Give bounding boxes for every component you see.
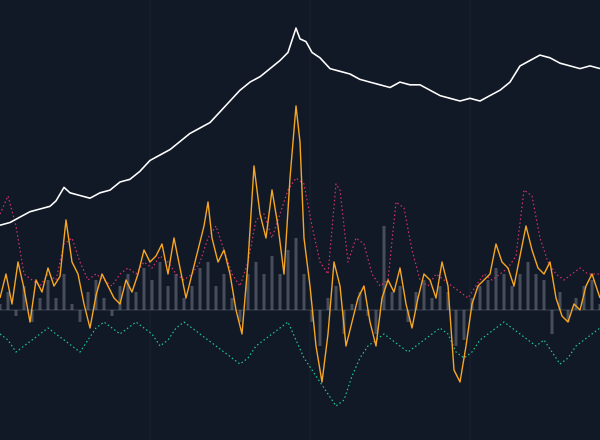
histogram-bar	[302, 274, 306, 310]
histogram-bar	[310, 310, 314, 322]
histogram-bar	[478, 286, 482, 310]
histogram-bar	[486, 280, 490, 310]
histogram-bar	[254, 262, 258, 310]
histogram-bar	[214, 286, 218, 310]
histogram-bar	[190, 286, 194, 310]
histogram-bar	[0, 304, 2, 310]
histogram-bar	[206, 262, 210, 310]
histogram-bar	[566, 310, 570, 322]
price-line	[0, 27, 600, 226]
histogram-bar	[326, 298, 330, 310]
histogram-bar	[54, 298, 58, 310]
histogram-bar	[318, 310, 322, 346]
histogram-bar	[294, 238, 298, 310]
histogram-bar	[86, 292, 90, 310]
histogram-bar	[182, 298, 186, 310]
histogram-bar	[582, 286, 586, 310]
histogram-bar	[6, 292, 10, 310]
histogram-bar	[126, 274, 130, 310]
histogram-bar	[174, 274, 178, 310]
histogram-bar	[246, 274, 250, 310]
histogram-bar	[462, 310, 466, 340]
histogram-bar	[494, 268, 498, 310]
histogram-bar	[158, 262, 162, 310]
histogram-bar	[390, 292, 394, 310]
histogram-bar	[22, 286, 26, 310]
histogram-bar	[430, 298, 434, 310]
histogram-bar	[14, 310, 18, 316]
histogram-bar	[62, 274, 66, 310]
histogram-bar	[438, 286, 442, 310]
histogram-bar	[270, 256, 274, 310]
histogram-bar	[374, 310, 378, 334]
histogram-bar	[102, 298, 106, 310]
histogram-bar	[350, 304, 354, 310]
histogram-bar	[30, 310, 34, 322]
histogram-bar	[398, 286, 402, 310]
histogram-bar	[38, 298, 42, 310]
histogram-bar	[46, 280, 50, 310]
histogram-bar	[222, 274, 226, 310]
histogram-bar	[542, 280, 546, 310]
histogram-bar	[230, 298, 234, 310]
histogram-bar	[550, 310, 554, 334]
histogram-bar	[334, 286, 338, 310]
histogram-bar	[70, 304, 74, 310]
histogram-bar	[286, 250, 290, 310]
histogram-bar	[518, 274, 522, 310]
histogram-bar	[446, 292, 450, 310]
histogram-bar	[134, 292, 138, 310]
histogram-bar	[150, 280, 154, 310]
histogram-bar	[358, 292, 362, 310]
histogram-bar	[502, 274, 506, 310]
histogram-bar	[590, 280, 594, 310]
histogram-bar	[454, 310, 458, 346]
histogram-bar	[110, 310, 114, 316]
histogram-bar	[166, 286, 170, 310]
histogram-bar	[78, 310, 82, 322]
histogram-bar	[534, 274, 538, 310]
histogram-bar	[278, 274, 282, 310]
histogram-bar	[558, 292, 562, 310]
histogram-series	[0, 226, 600, 346]
histogram-bar	[406, 310, 410, 322]
histogram-bar	[262, 274, 266, 310]
histogram-bar	[414, 292, 418, 310]
histogram-bar	[142, 268, 146, 310]
histogram-bar	[118, 286, 122, 310]
histogram-bar	[382, 226, 386, 310]
histogram-bar	[526, 262, 530, 310]
histogram-bar	[598, 304, 600, 310]
histogram-bar	[238, 310, 242, 322]
histogram-bar	[510, 286, 514, 310]
lower-band-line	[0, 321, 600, 407]
histogram-bar	[198, 268, 202, 310]
histogram-bar	[574, 298, 578, 310]
oscillator-line	[0, 105, 600, 383]
histogram-bar	[422, 280, 426, 310]
